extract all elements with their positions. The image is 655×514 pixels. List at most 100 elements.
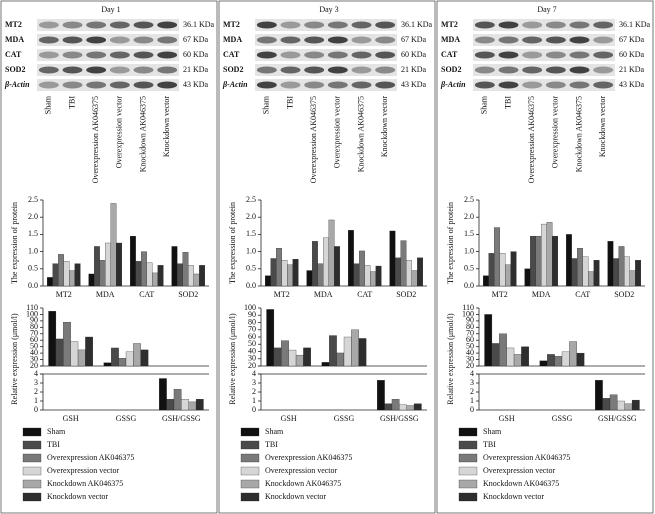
x-tick-label: MDA <box>314 290 333 299</box>
x-tick-label: GSSG <box>334 414 355 423</box>
lane-label: TBI <box>285 96 294 109</box>
blot-row-label: CAT <box>223 50 240 59</box>
blot-band <box>304 81 325 89</box>
blot-band <box>351 36 372 44</box>
x-tick-label: GSSG <box>116 414 137 423</box>
bar <box>395 257 401 287</box>
bar <box>77 349 86 367</box>
blot-band <box>474 66 495 74</box>
blot-band <box>522 21 543 29</box>
bar <box>547 354 555 367</box>
legend-label: Overexpression vector <box>483 466 556 475</box>
blot-band <box>256 21 277 29</box>
bar <box>88 273 95 287</box>
bar <box>524 268 531 287</box>
blot-band <box>133 21 154 29</box>
x-tick-label: SOD2 <box>614 290 634 299</box>
blot-band <box>86 21 107 29</box>
bar <box>359 250 365 287</box>
y2-tick-label: 1 <box>252 396 256 405</box>
blot-row-label: β-Actin <box>222 80 248 89</box>
blot-band <box>545 51 566 59</box>
y-tick-label: 20 <box>248 361 256 370</box>
bar <box>554 356 563 367</box>
y-tick-label: 40 <box>248 346 256 355</box>
blot-band <box>327 66 348 74</box>
x-tick-label: CAT <box>139 290 154 299</box>
bar <box>103 362 112 367</box>
blot-band <box>569 36 590 44</box>
blot-row-label: SOD2 <box>441 65 461 74</box>
blot-band <box>280 66 301 74</box>
y-tick-label: 30 <box>466 354 474 363</box>
blot-band <box>593 66 614 74</box>
bar <box>593 260 600 287</box>
legend-swatch <box>240 466 260 476</box>
blot-band <box>498 21 519 29</box>
bar <box>181 399 189 411</box>
blot-band <box>133 81 154 89</box>
legend-label: Knockdown vector <box>265 492 326 501</box>
bar <box>484 314 493 367</box>
y-tick-label: 2.5 <box>28 195 38 204</box>
y-tick-label: 1.0 <box>28 246 38 255</box>
bar <box>303 347 311 367</box>
bar <box>195 399 204 411</box>
legend-label: Overexpression AK046375 <box>483 453 570 462</box>
bar <box>400 240 407 287</box>
blot-band <box>327 81 348 89</box>
blot-band <box>38 66 59 74</box>
bar <box>577 248 583 287</box>
legend-swatch <box>458 427 478 437</box>
bar <box>116 242 122 287</box>
bar <box>347 230 354 287</box>
blot-band <box>280 81 301 89</box>
y-axis-label: The expression of protein <box>228 202 237 284</box>
bar <box>358 338 367 367</box>
y-tick-label: 70 <box>30 329 38 338</box>
legend-label: TBI <box>483 440 496 449</box>
bar <box>499 333 507 367</box>
legend-swatch <box>22 427 42 437</box>
legend-swatch <box>240 479 260 489</box>
y-tick-label: 2.5 <box>464 195 474 204</box>
bar <box>539 360 548 367</box>
y-tick-label: 0.5 <box>464 264 474 273</box>
blot-band <box>304 36 325 44</box>
lane-label: Overexpression vector <box>333 96 342 169</box>
bar <box>99 260 106 287</box>
panel-border <box>0 0 218 514</box>
blot-band <box>86 81 107 89</box>
lane-label: Knockdown AK046375 <box>574 96 583 172</box>
bar <box>513 354 522 367</box>
blot-band <box>109 51 130 59</box>
bar <box>295 354 304 367</box>
bar <box>566 234 572 287</box>
lane-label: TBI <box>503 96 512 109</box>
blot-band <box>522 66 543 74</box>
bar <box>530 235 536 287</box>
blot-band <box>474 51 495 59</box>
bar <box>417 257 424 287</box>
blot-band <box>593 21 614 29</box>
legend-swatch <box>240 440 260 450</box>
y-tick-label: 110 <box>26 303 38 312</box>
blot-band <box>375 21 396 29</box>
x-tick-label: CAT <box>357 290 372 299</box>
legend-label: Knockdown AK046375 <box>483 479 559 488</box>
bar <box>370 271 376 287</box>
bar <box>159 378 167 411</box>
y-tick-label: 0.5 <box>246 264 256 273</box>
y-tick-label: 50 <box>248 339 256 348</box>
blot-band <box>327 21 348 29</box>
bar <box>521 346 529 367</box>
y-tick-label: 2.0 <box>246 212 256 221</box>
bar <box>146 262 153 287</box>
bar <box>353 263 360 287</box>
y-tick-label: 60 <box>248 332 256 341</box>
y-tick-label: 60 <box>466 335 474 344</box>
lane-label: Sham <box>262 95 271 114</box>
blot-size-label: 36.1 KDa <box>619 20 651 29</box>
y2-tick-label: 4 <box>470 369 474 378</box>
